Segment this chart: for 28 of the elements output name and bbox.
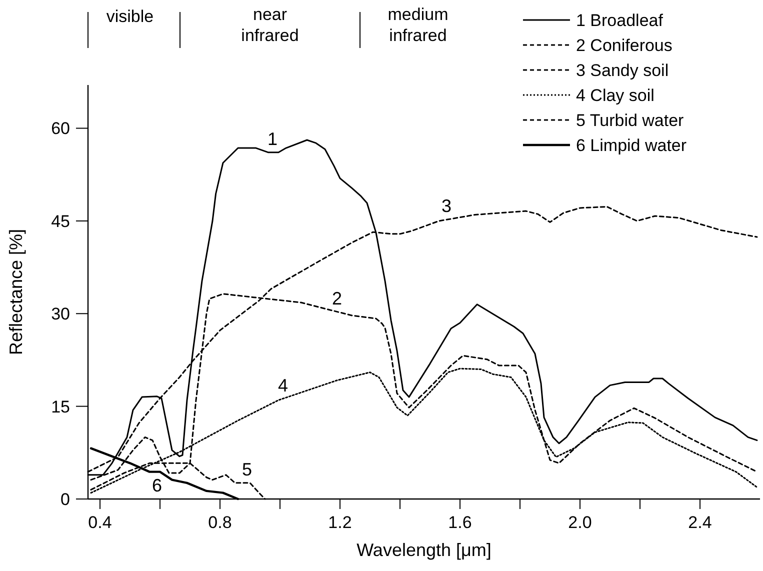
y-axis-title: Reflectance [%] [6, 228, 26, 356]
y-tick-label: 0 [60, 490, 70, 509]
x-axis-title: Wavelength [μm] [356, 540, 492, 560]
x-tick-label: 1.2 [328, 513, 352, 532]
legend-label: 4 Clay soil [576, 86, 654, 105]
text: near infrared [241, 5, 299, 45]
x-tick-label: 1.6 [448, 513, 472, 532]
text: medium infrared [388, 5, 448, 45]
y-tick-label: 30 [51, 304, 70, 324]
legend-label: 1 Broadleaf [576, 10, 664, 30]
legend-label: 3 Sandy soil [576, 60, 669, 80]
x-tick-label: 2.0 [568, 513, 592, 532]
y-tick-label: 60 [51, 119, 70, 138]
annotation: 6 [152, 476, 162, 496]
legend-label: 6 Limpid water [576, 136, 687, 155]
annotation: 4 [278, 376, 288, 396]
legend-label: 2 Coniferous [576, 36, 672, 55]
annotation: 3 [441, 196, 452, 216]
y-tick-label: 15 [51, 397, 70, 416]
x-tick-label: 2.4 [688, 513, 712, 532]
annotation: 1 [267, 129, 278, 150]
y-tick-label: 45 [51, 212, 70, 231]
x-tick-label: 0.4 [88, 513, 112, 532]
x-tick-label: 0.8 [208, 513, 232, 532]
legend-label: 5 Turbid water [576, 110, 684, 130]
annotation: 2 [332, 288, 342, 308]
text: visible [106, 7, 154, 26]
annotation: 5 [242, 460, 252, 480]
